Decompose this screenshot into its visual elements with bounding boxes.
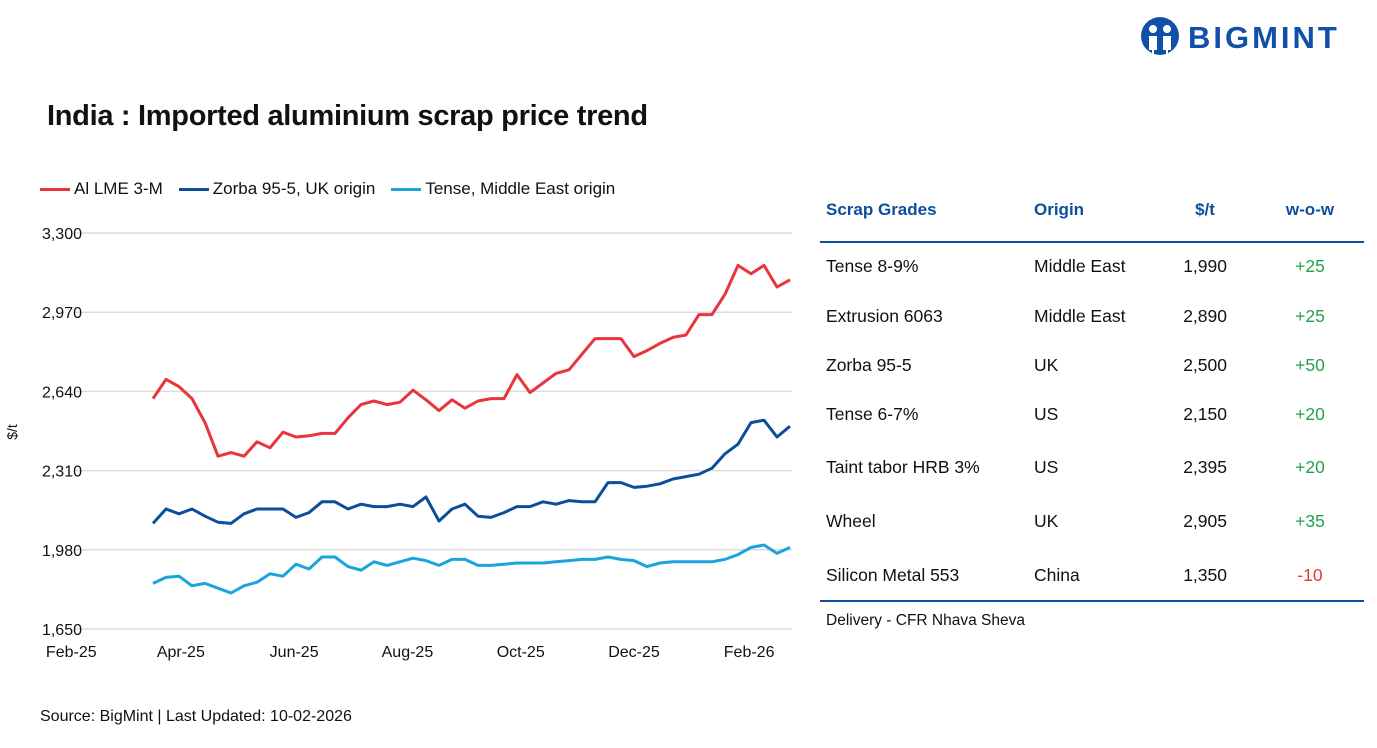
legend-swatch [40, 187, 70, 191]
cell-wow: +20 [1295, 457, 1325, 477]
cell-origin: US [1034, 404, 1059, 424]
y-tick-label: 1,980 [42, 543, 82, 560]
cell-wow: +20 [1295, 404, 1325, 424]
cell-price: 2,500 [1183, 355, 1227, 375]
cell-origin: China [1034, 565, 1080, 585]
y-tick-label: 1,650 [42, 622, 82, 639]
x-tick-label: Feb-26 [724, 644, 775, 661]
legend-swatch [178, 187, 209, 191]
x-tick-label: Apr-25 [157, 644, 205, 661]
cell-wow: +25 [1295, 256, 1325, 276]
chart-legend: Al LME 3-M Zorba 95-5, UK origin Tense, … [40, 179, 615, 199]
cell-origin: UK [1034, 355, 1059, 375]
cell-grade: Tense 6-7% [826, 404, 919, 424]
cell-origin: US [1034, 457, 1059, 477]
header-divider [820, 241, 1364, 243]
cell-wow: +35 [1295, 511, 1325, 531]
x-tick-label: Dec-25 [608, 644, 660, 661]
cell-price: 2,890 [1183, 306, 1227, 326]
y-tick-label: 2,310 [42, 464, 82, 481]
y-tick-label: 2,970 [42, 305, 82, 322]
cell-grade: Silicon Metal 553 [826, 565, 960, 585]
page-title: India : Imported aluminium scrap price t… [47, 100, 648, 132]
cell-grade: Zorba 95-5 [826, 355, 912, 375]
cell-wow: +25 [1295, 306, 1325, 326]
series-line-1 [151, 418, 791, 525]
legend-item-zorba: Zorba 95-5, UK origin [178, 179, 376, 199]
logo-people-icon [1141, 17, 1179, 58]
series-line-2 [152, 543, 791, 595]
header-price: $/t [1195, 200, 1215, 219]
x-tick-label: Oct-25 [497, 644, 545, 661]
table-bottom-divider [820, 600, 1364, 602]
cell-grade: Taint tabor HRB 3% [826, 457, 980, 477]
delivery-note: Delivery - CFR Nhava Sheva [826, 612, 1025, 629]
x-tick-label: Feb-25 [46, 644, 97, 661]
cell-grade: Wheel [826, 511, 876, 531]
bigmint-logo: BIGMINT [1140, 16, 1340, 60]
legend-label: Al LME 3-M [74, 179, 163, 198]
cell-price: 1,990 [1183, 256, 1227, 276]
x-tick-label: Aug-25 [382, 644, 434, 661]
logo-text: BIGMINT [1188, 20, 1340, 55]
y-axis-label: $/t [3, 424, 20, 440]
cell-origin: Middle East [1034, 256, 1126, 276]
cell-grade: Tense 8-9% [826, 256, 919, 276]
header-scrap-grades: Scrap Grades [826, 200, 937, 219]
legend-swatch [391, 187, 422, 191]
cell-price: 2,395 [1183, 457, 1227, 477]
header-origin: Origin [1034, 200, 1085, 219]
cell-price: 2,905 [1183, 511, 1227, 531]
header-wow: w-o-w [1285, 200, 1335, 219]
cell-wow: -10 [1297, 565, 1323, 585]
y-tick-label: 3,300 [42, 226, 82, 243]
cell-price: 2,150 [1183, 404, 1227, 424]
cell-wow: +50 [1295, 355, 1325, 375]
legend-item-tense: Tense, Middle East origin [391, 179, 615, 199]
cell-price: 1,350 [1183, 565, 1227, 585]
series-line-0 [151, 263, 791, 458]
x-tick-label: Jun-25 [270, 644, 319, 661]
legend-item-al-lme: Al LME 3-M [40, 179, 163, 199]
cell-grade: Extrusion 6063 [826, 306, 943, 326]
cell-origin: UK [1034, 511, 1059, 531]
cell-origin: Middle East [1034, 306, 1126, 326]
source-note: Source: BigMint | Last Updated: 10-02-20… [40, 708, 352, 725]
y-tick-label: 2,640 [42, 384, 82, 401]
line-chart: 1,650 1,980 2,310 2,640 2,970 3,300 Feb-25 Apr-… [42, 226, 792, 661]
legend-label: Zorba 95-5, UK origin [212, 179, 376, 198]
legend-label: Tense, Middle East origin [425, 179, 616, 198]
